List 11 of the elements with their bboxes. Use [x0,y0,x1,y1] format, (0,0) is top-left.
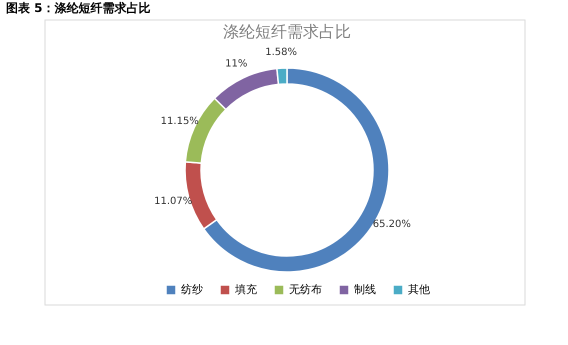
data-label: 1.58% [265,47,298,58]
chart-subtitle: 涤纶短纤需求占比 [223,22,351,41]
legend-label: 制线 [354,283,376,296]
data-label: 11% [225,58,248,70]
data-label: 65.20% [372,219,411,230]
legend-label: 填充 [234,283,257,296]
legend-label: 无纺布 [289,283,322,296]
chart-title: 图表 5：涤纶短纤需求占比 [6,1,151,15]
legend-label: 纺纱 [181,283,203,296]
data-label: 11.15% [160,116,199,127]
legend-label: 其他 [408,283,430,296]
